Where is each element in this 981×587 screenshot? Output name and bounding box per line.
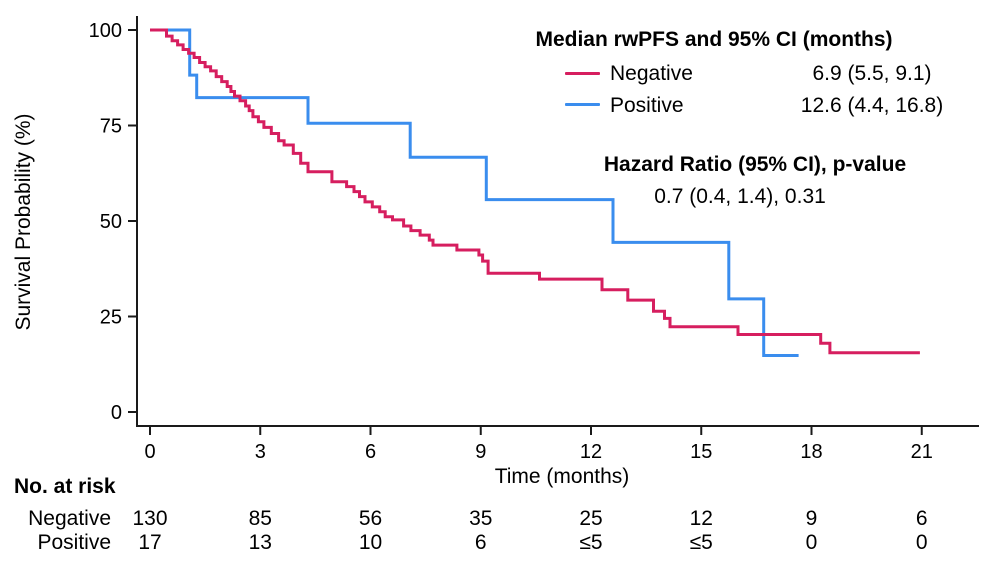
risk-value-negative-21: 6: [915, 506, 928, 530]
hazard-ratio-title: Hazard Ratio (95% CI), p-value: [603, 152, 907, 176]
y-tick-label-100: 100: [89, 20, 122, 42]
x-tick-label-9: 9: [475, 441, 486, 463]
risk-value-positive-12: ≤5: [579, 530, 603, 554]
survival-curve-positive: [150, 28, 799, 357]
y-tick-label-25: 25: [100, 307, 122, 329]
y-tick-label-75: 75: [100, 116, 122, 138]
hazard-ratio-value: 0.7 (0.4, 1.4), 0.31: [654, 184, 826, 208]
risk-value-negative-3: 85: [248, 506, 272, 530]
legend-value-positive: 12.6 (4.4, 16.8): [800, 93, 944, 117]
positive-line-swatch-icon: [565, 103, 600, 106]
risk-value-negative-0: 130: [132, 506, 168, 530]
risk-value-positive-6: 10: [358, 530, 383, 554]
y-axis-title: Survival Probability (%): [11, 113, 35, 331]
x-tick-label-15: 15: [690, 441, 712, 463]
legend-label-positive: Positive: [610, 93, 684, 117]
risk-value-negative-6: 56: [358, 506, 383, 530]
survival-curve-negative: [150, 28, 920, 355]
risk-value-negative-12: 25: [579, 506, 603, 530]
risk-value-negative-9: 35: [469, 506, 493, 530]
risk-value-positive-0: 17: [138, 530, 162, 554]
legend-value-negative: 6.9 (5.5, 9.1): [812, 61, 932, 85]
x-tick-label-12: 12: [580, 441, 602, 463]
x-axis-title: Time (months): [494, 464, 630, 488]
x-tick-label-6: 6: [365, 441, 376, 463]
risk-value-negative-15: 12: [689, 506, 713, 530]
risk-value-positive-15: ≤5: [689, 530, 713, 554]
y-tick-label-50: 50: [100, 211, 122, 233]
risk-value-positive-21: 0: [915, 530, 928, 554]
x-tick-label-18: 18: [800, 441, 822, 463]
x-tick-label-0: 0: [144, 441, 155, 463]
x-tick-label-21: 21: [911, 441, 933, 463]
risk-value-positive-18: 0: [805, 530, 818, 554]
x-tick-label-3: 3: [255, 441, 266, 463]
risk-value-positive-3: 13: [248, 530, 272, 554]
risk-table-title: No. at risk: [14, 474, 116, 498]
risk-row-label-negative: Negative: [28, 506, 111, 530]
risk-value-positive-9: 6: [474, 530, 487, 554]
negative-line-swatch-icon: [565, 71, 600, 75]
legend-label-negative: Negative: [610, 61, 693, 85]
y-tick-label-0: 0: [111, 402, 122, 424]
risk-row-label-positive: Positive: [37, 530, 111, 554]
legend-title: Median rwPFS and 95% CI (months): [535, 27, 893, 51]
risk-value-negative-18: 9: [805, 506, 818, 530]
